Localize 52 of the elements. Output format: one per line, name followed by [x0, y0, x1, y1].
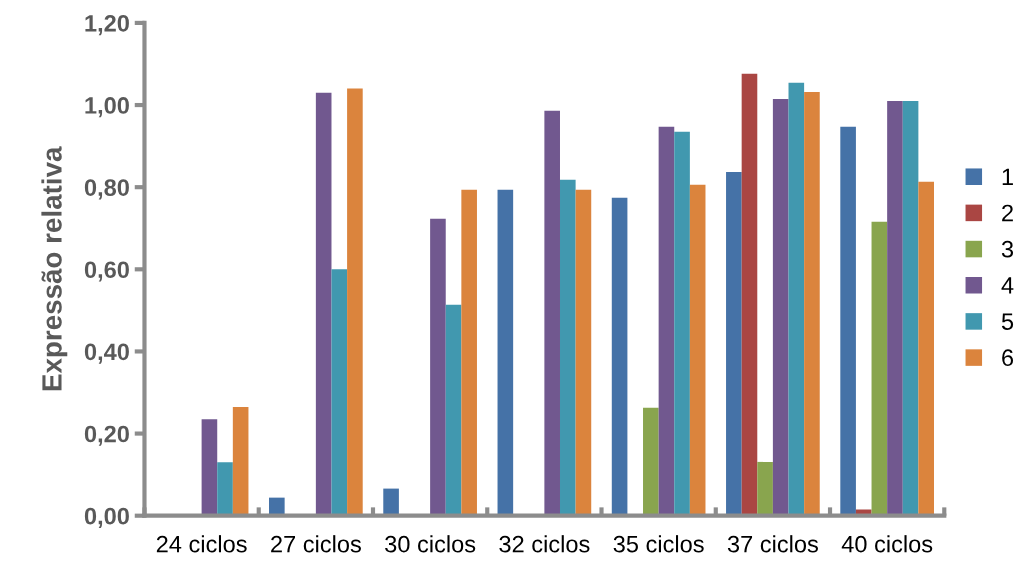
- bar: [840, 126, 856, 516]
- bar: [804, 91, 820, 516]
- bar: [757, 461, 773, 516]
- bar: [331, 269, 348, 516]
- bar: [726, 171, 742, 516]
- bar: [315, 92, 332, 516]
- bar: [430, 218, 446, 516]
- bar: [232, 406, 249, 516]
- bar: [658, 126, 675, 516]
- legend-label: 1: [1002, 168, 1013, 185]
- y-tick-label: 0,80: [84, 179, 129, 200]
- y-axis-title: Expressão relativa: [41, 146, 68, 391]
- bar: [689, 184, 706, 516]
- y-tick-label: 1,20: [85, 14, 129, 36]
- bar: [347, 88, 363, 516]
- bar: [643, 407, 659, 516]
- x-tick-label: 30 ciclos: [385, 535, 476, 553]
- x-tick-label: 32 ciclos: [499, 535, 590, 553]
- bar: [918, 181, 934, 516]
- y-tick-label: 0,20: [84, 425, 129, 446]
- x-tick-label: 35 ciclos: [613, 535, 704, 553]
- legend-label: 4: [1001, 277, 1014, 294]
- y-tick-label: 0,00: [84, 507, 129, 528]
- bar: [772, 98, 789, 516]
- y-tick-label: 0,60: [84, 261, 129, 282]
- bar: [217, 462, 233, 516]
- y-tick-label: 0,40: [84, 343, 129, 364]
- bar: [461, 189, 477, 516]
- bar: [497, 189, 514, 516]
- bar: [887, 100, 903, 516]
- bar: [445, 304, 462, 516]
- bar: [741, 73, 758, 516]
- bar: [269, 497, 285, 516]
- x-tick-label: 27 ciclos: [271, 535, 361, 553]
- bar: [575, 189, 592, 516]
- bar: [788, 82, 805, 516]
- bar: [902, 100, 919, 516]
- x-tick-label: 37 ciclos: [727, 535, 818, 553]
- legend-label: 5: [1001, 313, 1014, 330]
- bar: [560, 179, 576, 516]
- bar: [871, 221, 888, 516]
- bar: [544, 110, 560, 516]
- x-tick-label: 24 ciclos: [156, 535, 247, 553]
- y-tick-label: 1,00: [85, 97, 129, 118]
- bar: [383, 488, 399, 516]
- legend-label: 6: [1002, 349, 1014, 367]
- legend-label: 2: [1002, 204, 1013, 222]
- x-tick-label: 40 ciclos: [841, 535, 933, 553]
- legend-label: 3: [1001, 240, 1014, 258]
- bar: [674, 131, 690, 516]
- bar: [611, 197, 628, 516]
- bar: [201, 419, 218, 516]
